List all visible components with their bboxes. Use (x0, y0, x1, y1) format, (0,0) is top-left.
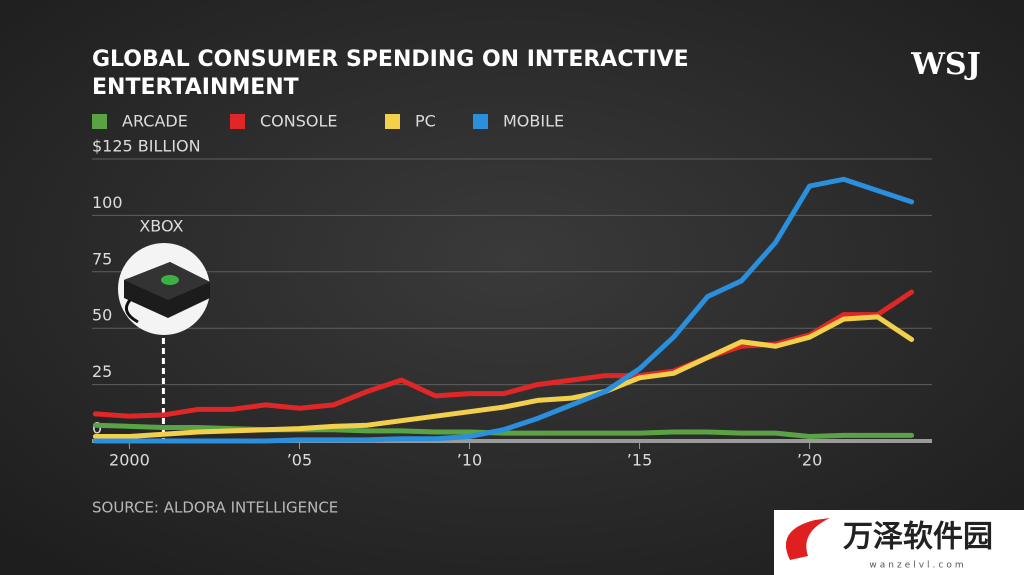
y-tick-label: 25 (92, 362, 112, 381)
watermark-icon (785, 518, 830, 560)
legend-swatch (473, 114, 488, 129)
watermark: 万泽软件园 wanzelvl.com (774, 510, 1024, 575)
legend-label: ARCADE (122, 112, 188, 131)
x-tick-label: ’05 (287, 451, 312, 470)
plot-area: 0 25 50 75 100 $125 BILLION 2000 ’05 ’10 ’15 ’20 XB… (92, 137, 932, 470)
legend-label: PC (415, 112, 436, 131)
watermark-url: wanzelvl.com (869, 561, 966, 571)
watermark-text: 万泽软件园 (843, 520, 993, 555)
legend-swatch (92, 114, 107, 129)
x-tick-label: ’10 (457, 451, 482, 470)
xbox-image (118, 243, 210, 335)
series-line (92, 314, 915, 439)
xbox-cable (124, 299, 139, 324)
legend-label: MOBILE (503, 112, 564, 131)
chart-title-line1: GLOBAL CONSUMER SPENDING ON INTERACTIVE (92, 47, 689, 72)
x-tick-label: 2000 (109, 451, 150, 470)
legend-swatch (230, 114, 245, 129)
x-tick-label: ’15 (627, 451, 652, 470)
y-tick-label: 0 (92, 419, 102, 438)
y-tick-label: 50 (92, 306, 112, 325)
chart-title-line2: ENTERTAINMENT (92, 75, 299, 100)
annotation-label: XBOX (139, 217, 183, 236)
x-tick-label: ’20 (797, 451, 822, 470)
legend-label: CONSOLE (260, 112, 338, 131)
series-line (92, 176, 915, 444)
y-tick-label: 75 (92, 249, 112, 268)
y-tick-label: $125 BILLION (92, 137, 201, 156)
source: SOURCE: ALDORA INTELLIGENCE (92, 499, 338, 517)
legend-swatch (385, 114, 400, 129)
logo: WSJ (910, 47, 981, 82)
y-tick-label: 100 (92, 193, 123, 212)
xbox-logo (161, 275, 179, 285)
